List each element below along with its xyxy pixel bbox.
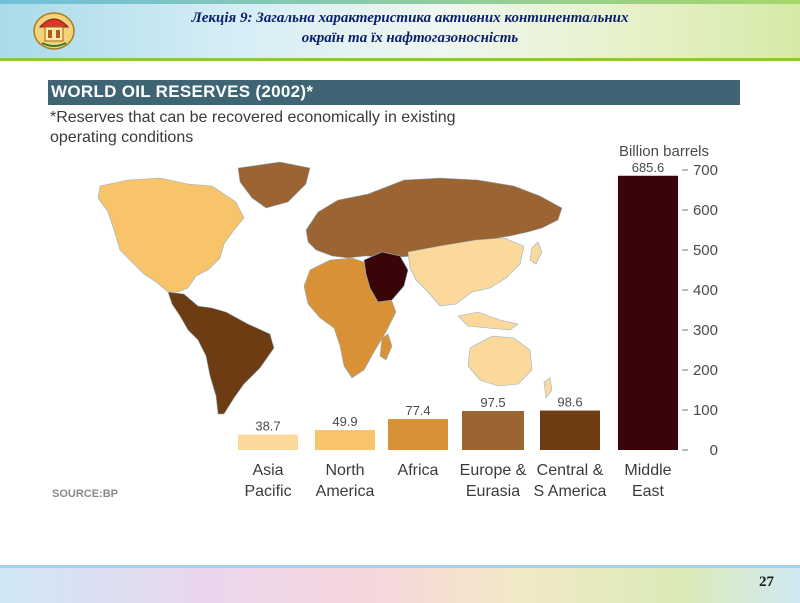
bar-5 (618, 175, 678, 450)
map-new-zealand (543, 377, 553, 399)
map-north-america (97, 177, 245, 293)
y-tick-label: 500 (693, 242, 718, 259)
y-tick-label: 400 (693, 282, 718, 299)
map-middle-east (363, 251, 409, 303)
bar-value-label: 49.9 (332, 414, 357, 429)
bar-value-label: 97.5 (480, 395, 505, 410)
map-central-south-america (167, 291, 275, 415)
category-label: America (316, 483, 375, 500)
slide-title-line-2: окраїн та їх нафтогазоносність (301, 30, 519, 46)
y-tick-label: 100 (693, 402, 718, 419)
university-logo-icon (33, 12, 75, 50)
map-madagascar (379, 333, 393, 361)
y-tick-label: 600 (693, 202, 718, 219)
chart-title: WORLD OIL RESERVES (2002)* (51, 82, 314, 101)
category-label: Asia (252, 462, 283, 479)
y-tick-label: 300 (693, 322, 718, 339)
map-greenland (237, 161, 311, 209)
map-europe-eurasia (305, 177, 563, 259)
bar-4 (540, 410, 600, 450)
category-label: Eurasia (466, 483, 520, 500)
slide-title-line-1: Лекція 9: Загальна характеристика активн… (191, 10, 629, 26)
world-map (97, 161, 563, 415)
chart-canvas: 38.7 Asia Pacific 49.9 North America 77.4 Afric… (97, 143, 718, 500)
y-tick-label: 200 (693, 362, 718, 379)
category-label: Pacific (244, 483, 291, 500)
bar-value-label: 685.6 (632, 160, 665, 175)
y-axis-label: Billion barrels (619, 143, 709, 160)
category-label: Middle (624, 462, 671, 479)
category-label: Central & (537, 462, 604, 479)
bar-2 (388, 419, 448, 450)
bar-value-label: 77.4 (405, 403, 430, 418)
bar-3 (462, 411, 524, 450)
category-label: S America (534, 483, 607, 500)
map-asia-pacific (407, 237, 525, 307)
y-tick-label: 0 (710, 442, 718, 459)
slide-footer: 27 (0, 565, 800, 603)
category-label: North (325, 462, 364, 479)
slide-title: Лекція 9: Загальна характеристика активн… (120, 8, 700, 48)
bar-1 (315, 430, 375, 450)
chart-source: SOURCE:BP (52, 488, 119, 500)
page-number: 27 (759, 574, 774, 590)
category-label: East (632, 483, 665, 500)
y-tick-label: 700 (693, 162, 718, 179)
bar-value-label: 38.7 (255, 419, 280, 434)
chart-subtitle: *Reserves that can be recovered economic… (50, 109, 456, 146)
bar-0 (238, 434, 298, 450)
header-accent-line (0, 0, 800, 4)
bar-value-label: 98.6 (557, 395, 582, 410)
figure-title-bar: WORLD OIL RESERVES (2002)* (48, 80, 740, 105)
oil-reserves-figure: 38.7 Asia Pacific 49.9 North America 77.4 Afric… (48, 80, 740, 510)
category-label: Europe & (460, 462, 527, 479)
slide-header: Лекція 9: Загальна характеристика активн… (0, 0, 800, 61)
map-australia (467, 335, 533, 387)
category-label: Africa (398, 462, 439, 479)
bars-layer: 38.7 Asia Pacific 49.9 North America 77.4 Afric… (238, 160, 678, 500)
map-indonesia (457, 311, 519, 331)
map-japan (529, 241, 543, 265)
y-axis: 0 100 200 300 400 500 600 700 Billion barrels (619, 143, 718, 459)
